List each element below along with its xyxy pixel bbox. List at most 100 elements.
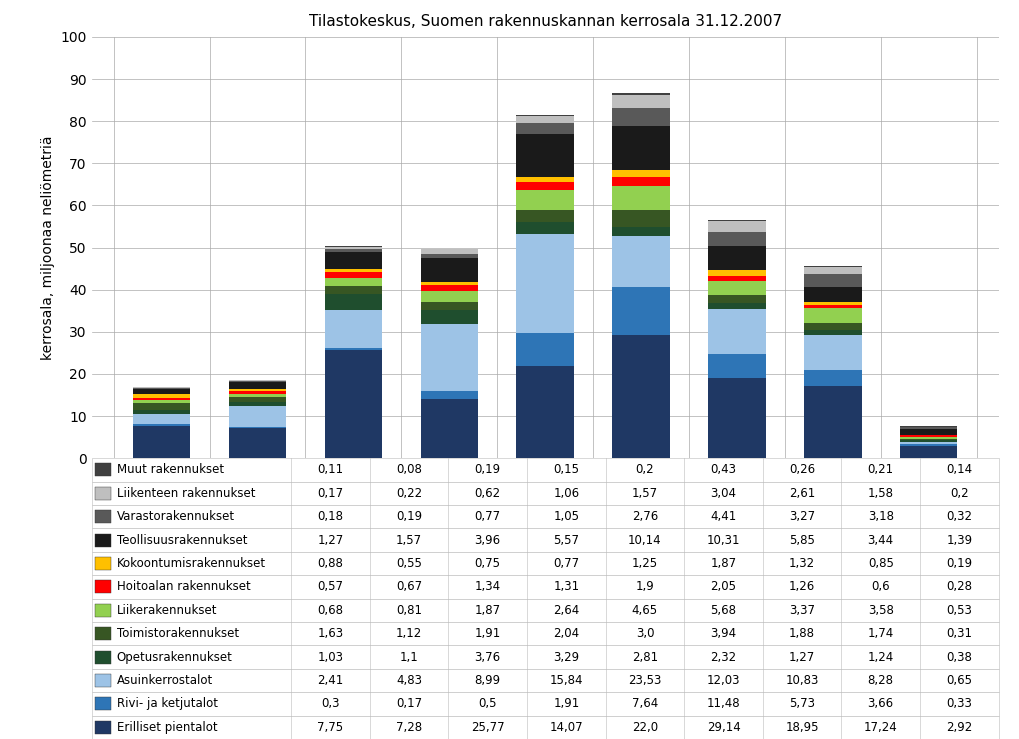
Bar xyxy=(325,247,382,249)
Bar xyxy=(708,276,765,281)
Text: 3,66: 3,66 xyxy=(867,698,894,710)
Text: 2,64: 2,64 xyxy=(553,604,580,617)
Text: 2,04: 2,04 xyxy=(553,627,580,640)
Text: 0,19: 0,19 xyxy=(396,510,422,523)
Bar xyxy=(96,650,111,664)
Text: 29,14: 29,14 xyxy=(706,721,741,734)
Text: 0,85: 0,85 xyxy=(868,557,894,570)
Bar xyxy=(612,108,669,126)
Bar xyxy=(421,324,478,391)
Bar xyxy=(517,116,574,123)
Bar xyxy=(92,599,999,622)
Text: 1,87: 1,87 xyxy=(710,557,737,570)
Text: 1,9: 1,9 xyxy=(636,580,654,593)
Bar xyxy=(132,400,191,403)
Bar xyxy=(325,269,382,272)
Bar xyxy=(517,366,574,458)
Text: Muut rakennukset: Muut rakennukset xyxy=(117,463,224,477)
Text: 2,61: 2,61 xyxy=(789,487,815,500)
Text: 0,43: 0,43 xyxy=(710,463,737,477)
Text: 3,18: 3,18 xyxy=(868,510,894,523)
Bar xyxy=(229,406,286,427)
Bar xyxy=(421,290,478,302)
Text: Liikenteen rakennukset: Liikenteen rakennukset xyxy=(117,487,255,500)
Bar xyxy=(900,440,958,442)
Text: 0,33: 0,33 xyxy=(947,698,972,710)
Bar xyxy=(612,169,669,177)
Text: 0,62: 0,62 xyxy=(475,487,500,500)
Text: 8,99: 8,99 xyxy=(475,674,500,687)
Text: 0,88: 0,88 xyxy=(318,557,343,570)
Bar xyxy=(612,227,669,236)
Bar xyxy=(708,296,765,303)
Text: 3,94: 3,94 xyxy=(710,627,737,640)
Bar xyxy=(517,115,574,116)
Bar xyxy=(804,305,861,307)
Bar xyxy=(325,310,382,347)
Bar xyxy=(229,397,286,402)
Bar xyxy=(325,294,382,310)
Bar xyxy=(708,354,765,378)
Text: 1,27: 1,27 xyxy=(789,650,815,664)
Text: 0,17: 0,17 xyxy=(396,698,422,710)
Text: 1,39: 1,39 xyxy=(947,534,972,547)
Text: 7,75: 7,75 xyxy=(318,721,343,734)
Text: Asuinkerrostalot: Asuinkerrostalot xyxy=(117,674,213,687)
Text: 0,26: 0,26 xyxy=(789,463,815,477)
Bar xyxy=(421,310,478,324)
Text: 0,28: 0,28 xyxy=(947,580,972,593)
Bar xyxy=(229,381,286,382)
Bar xyxy=(421,399,478,458)
Bar xyxy=(421,285,478,290)
Text: 12,03: 12,03 xyxy=(707,674,740,687)
Bar xyxy=(96,674,111,687)
Bar xyxy=(612,93,669,95)
Bar xyxy=(804,273,861,287)
Text: 22,0: 22,0 xyxy=(632,721,658,734)
Text: 0,65: 0,65 xyxy=(947,674,972,687)
Text: 0,77: 0,77 xyxy=(553,557,580,570)
Text: 4,65: 4,65 xyxy=(632,604,658,617)
Bar xyxy=(325,347,382,350)
Text: 0,5: 0,5 xyxy=(479,698,497,710)
Bar xyxy=(900,435,958,437)
Text: 0,3: 0,3 xyxy=(321,698,339,710)
Text: 23,53: 23,53 xyxy=(629,674,661,687)
Bar xyxy=(900,446,958,458)
Bar xyxy=(96,463,111,477)
Text: 2,32: 2,32 xyxy=(710,650,737,664)
Text: 1,91: 1,91 xyxy=(553,698,580,710)
Bar xyxy=(708,303,765,309)
Bar xyxy=(421,302,478,310)
Text: 3,27: 3,27 xyxy=(789,510,815,523)
Text: 1,12: 1,12 xyxy=(396,627,422,640)
Bar xyxy=(92,575,999,599)
Bar xyxy=(421,250,478,254)
Bar xyxy=(804,336,861,370)
Text: 3,04: 3,04 xyxy=(710,487,737,500)
Text: 2,05: 2,05 xyxy=(710,580,737,593)
Bar xyxy=(132,410,191,414)
Bar xyxy=(96,487,111,500)
Bar xyxy=(132,394,191,398)
Bar xyxy=(92,528,999,552)
Bar xyxy=(132,403,191,410)
Bar xyxy=(708,378,765,458)
Bar xyxy=(612,186,669,210)
Bar xyxy=(132,424,191,426)
Text: 2,76: 2,76 xyxy=(632,510,658,523)
Text: 3,37: 3,37 xyxy=(789,604,815,617)
Text: 0,6: 0,6 xyxy=(871,580,890,593)
Text: 0,55: 0,55 xyxy=(396,557,422,570)
Text: Varastorakennukset: Varastorakennukset xyxy=(117,510,234,523)
Bar xyxy=(325,278,382,286)
Bar xyxy=(325,286,382,294)
Bar xyxy=(92,669,999,692)
Text: 0,08: 0,08 xyxy=(396,463,422,477)
Text: 1,58: 1,58 xyxy=(868,487,894,500)
Text: 0,57: 0,57 xyxy=(318,580,343,593)
Bar xyxy=(132,388,191,389)
Bar xyxy=(708,232,765,245)
Bar xyxy=(804,370,861,386)
Text: 3,0: 3,0 xyxy=(636,627,654,640)
